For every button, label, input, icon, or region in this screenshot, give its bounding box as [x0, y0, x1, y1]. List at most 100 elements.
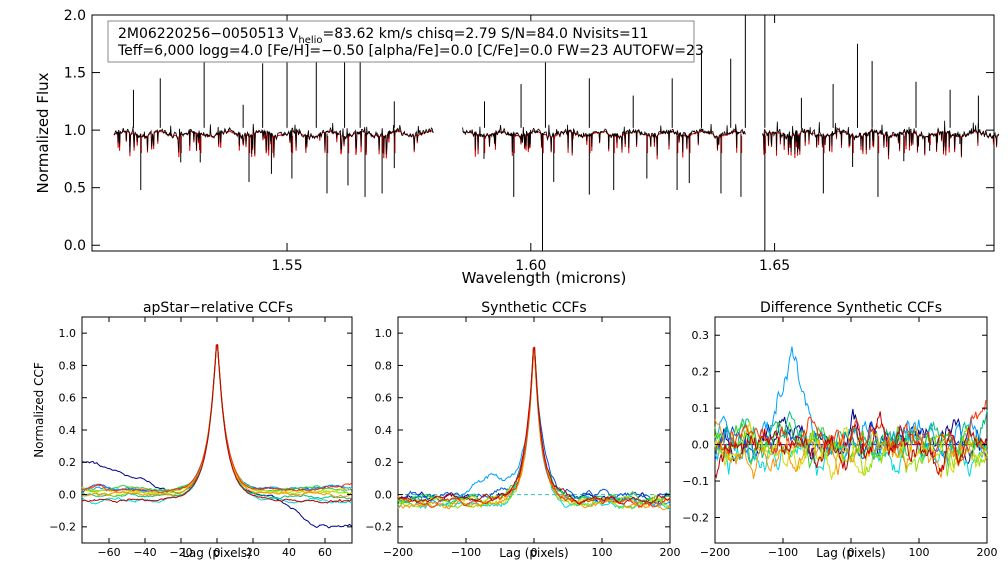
x-tick-label: 0: [848, 546, 855, 559]
visit-ccf-line: [397, 346, 671, 506]
annotation-line2: Teff=6,000 logg=4.0 [Fe/H]=−0.50 [alpha/…: [117, 43, 704, 59]
x-tick-label: −200: [700, 546, 730, 559]
spectrum-xlabel: Wavelength (microns): [462, 269, 627, 287]
y-tick-label: 0.3: [692, 329, 710, 342]
synthetic-ccf-xlabel: Lag (pixels): [499, 546, 569, 560]
synthetic-spectrum-line: [462, 130, 746, 160]
visit-ccf-line: [81, 344, 353, 501]
y-tick-label: −0.2: [682, 511, 709, 524]
synthetic-ccf-axes: −200 −100 0 100 200 −0.2 0.0 0.2 0.4 0.6 0.8 1.0: [365, 317, 681, 559]
x-tick-label: −40: [133, 546, 156, 559]
x-tick-label: 20: [246, 546, 260, 559]
y-tick-label: −0.2: [365, 521, 392, 534]
observed-spectrum-line: [113, 122, 434, 157]
visit-ccf-line: [397, 346, 671, 505]
y-tick-label: −0.1: [682, 475, 709, 488]
visit-ccf-line: [81, 345, 352, 495]
visit-ccf-line: [397, 347, 671, 505]
x-tick-label: 200: [977, 546, 998, 559]
visit-ccf-line: [714, 419, 988, 480]
synthetic-ccf-panel: Synthetic CCFs −200 −100 0 100 200 −0.2 0.0 0.2…: [365, 300, 680, 560]
y-tick-label: 0.1: [692, 402, 710, 415]
diff-ccf-axes: −200 −100 0 100 200 −0.2 −0.1 0.0 0.1 0.2 0.3: [682, 317, 998, 559]
visit-ccf-line: [397, 355, 671, 511]
y-tick-label: 1.0: [64, 123, 86, 139]
spectrum-axes: 1.55 1.60 1.65 0.0 0.5 1.0 1.5 2.0: [64, 8, 994, 274]
y-tick-label: 0.0: [64, 238, 86, 254]
apstar-ccf-lines: [81, 344, 353, 529]
visit-ccf-line: [397, 351, 671, 506]
y-tick-label: 0.6: [375, 392, 393, 405]
y-tick-label: 0.8: [59, 359, 77, 372]
x-tick-label: 1.60: [515, 258, 546, 274]
apstar-ccf-panel: apStar−relative CCFs −60 −40 −20 0 20 40 60 −0.…: [32, 300, 353, 560]
y-tick-label: −0.2: [49, 521, 76, 534]
x-tick-label: 1.65: [759, 258, 790, 274]
x-tick-label: −200: [383, 546, 413, 559]
diff-ccf-panel: Difference Synthetic CCFs −200 −100 0 100 20…: [682, 300, 997, 560]
visit-ccf-line: [397, 347, 671, 506]
y-tick-label: 0.2: [59, 456, 77, 469]
y-tick-label: 0.2: [692, 366, 710, 379]
observed-spectrum-line: [762, 120, 1000, 157]
observed-spectrum-line: [462, 123, 746, 156]
visit-ccf-line: [81, 344, 353, 493]
y-tick-label: 1.5: [64, 65, 86, 81]
synthetic-ccf-title: Synthetic CCFs: [481, 300, 586, 316]
y-tick-label: 2.0: [64, 8, 86, 24]
visit-ccf-line: [714, 431, 988, 477]
visit-ccf-line: [714, 409, 988, 460]
y-tick-label: 0.2: [375, 456, 393, 469]
x-tick-label: 1.55: [271, 258, 302, 274]
apstar-ccf-title: apStar−relative CCFs: [143, 300, 293, 316]
y-tick-label: 0.0: [375, 488, 393, 501]
synthetic-ccf-lines: [397, 346, 671, 511]
diff-ccf-lines: [714, 346, 988, 481]
visit-ccf-line: [81, 344, 353, 494]
diff-ccf-title: Difference Synthetic CCFs: [760, 300, 942, 316]
x-tick-label: 100: [592, 546, 613, 559]
x-tick-label: −100: [451, 546, 481, 559]
y-tick-label: 0.8: [375, 359, 393, 372]
x-tick-label: 40: [282, 546, 296, 559]
annotation-box: [107, 20, 695, 63]
visit-ccf-line: [397, 348, 671, 506]
visit-ccf-line: [397, 354, 671, 511]
apstar-ccf-ylabel: Normalized CCF: [32, 362, 46, 458]
apstar-ccf-xlabel: Lag (pixels): [182, 546, 252, 560]
y-tick-label: 0.4: [59, 424, 77, 437]
x-tick-label: 0: [214, 546, 221, 559]
spectrum-panel: 1.55 1.60 1.65 0.0 0.5 1.0 1.5 2.0 2M06220256−0…: [34, 8, 1000, 287]
y-tick-label: 0.6: [59, 392, 77, 405]
x-tick-label: 100: [909, 546, 930, 559]
y-tick-label: 1.0: [375, 327, 393, 340]
y-tick-label: 0.5: [64, 181, 86, 197]
y-tick-label: 0.0: [692, 438, 710, 451]
x-tick-label: −20: [169, 546, 192, 559]
x-tick-label: 0: [531, 546, 538, 559]
visit-ccf-line: [81, 345, 353, 493]
visit-ccf-line: [82, 344, 353, 493]
visit-ccf-line: [397, 354, 671, 510]
diff-ccf-xlabel: Lag (pixels): [816, 546, 886, 560]
spectrum-ylabel: Normalized Flux: [34, 72, 52, 193]
visit-ccf-line: [714, 411, 988, 480]
visit-ccf-line: [81, 346, 353, 505]
visit-ccf-line: [397, 348, 671, 501]
visit-ccf-line: [397, 347, 671, 508]
x-tick-label: 200: [660, 546, 681, 559]
visit-ccf-line: [81, 344, 353, 499]
y-tick-label: 0.0: [59, 488, 77, 501]
apstar-ccf-axes: −60 −40 −20 0 20 40 60 −0.2 0.0 0.2 0.4 0.6 0.8 1.0: [49, 317, 352, 559]
x-tick-label: −100: [768, 546, 798, 559]
x-tick-label: −60: [97, 546, 120, 559]
visit-ccf-line: [81, 344, 353, 504]
y-tick-label: 1.0: [59, 327, 77, 340]
spectrum-lines: [113, 15, 1000, 251]
x-tick-label: 60: [318, 546, 332, 559]
visit-ccf-line: [714, 424, 988, 477]
y-tick-label: 0.4: [375, 424, 393, 437]
apstar-ccf-frame: [81, 316, 353, 544]
annotation-line1: 2M06220256−0050513 Vhelio=83.62 km/s chi…: [118, 26, 649, 46]
